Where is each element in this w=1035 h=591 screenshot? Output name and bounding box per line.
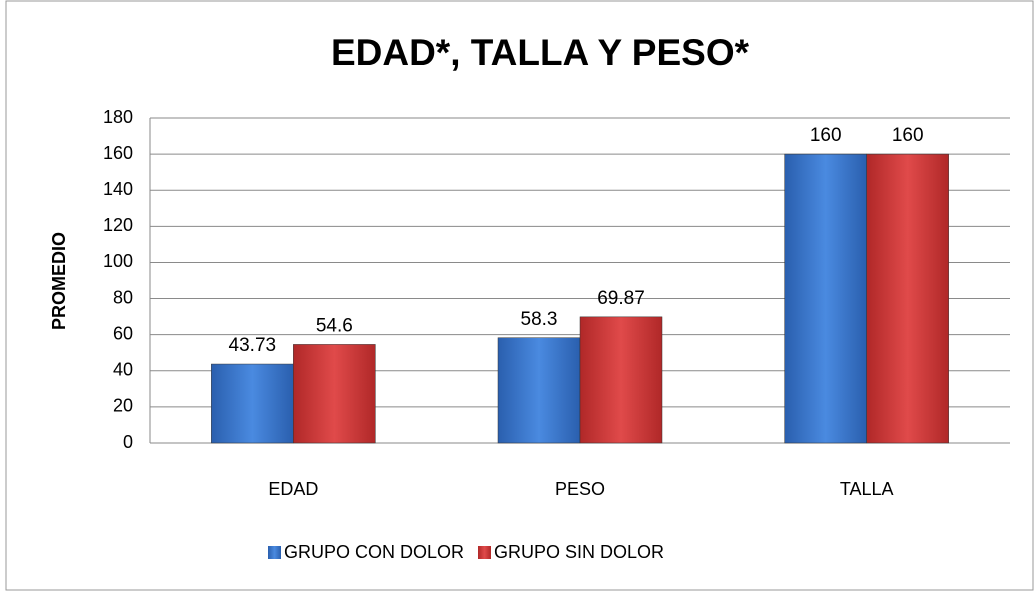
y-tick-label: 20	[113, 396, 133, 416]
bar	[293, 344, 376, 444]
x-tick-label: EDAD	[268, 479, 318, 499]
legend-label: GRUPO CON DOLOR	[284, 542, 464, 562]
data-label: 58.3	[521, 309, 558, 330]
legend-swatch	[268, 546, 281, 559]
y-tick-label: 120	[103, 215, 133, 235]
y-tick-label: 80	[113, 287, 133, 307]
data-label: 54.6	[316, 315, 353, 336]
y-tick-label: 60	[113, 323, 133, 343]
legend-swatch	[478, 546, 491, 559]
data-label: 69.87	[597, 288, 645, 309]
x-tick-label: PESO	[555, 479, 605, 499]
y-tick-label: 100	[103, 251, 133, 271]
data-label: 160	[892, 125, 924, 146]
y-tick-label: 160	[103, 143, 133, 163]
legend-label: GRUPO SIN DOLOR	[494, 542, 664, 562]
chart-title: EDAD*, TALLA Y PESO*	[331, 32, 750, 73]
y-tick-label: 180	[103, 107, 133, 127]
bar	[211, 363, 294, 444]
x-tick-label: TALLA	[840, 479, 894, 499]
data-label: 160	[810, 125, 842, 146]
y-tick-label: 140	[103, 179, 133, 199]
bar	[784, 153, 867, 444]
bar	[497, 337, 581, 444]
y-axis-label: PROMEDIO	[49, 232, 69, 330]
data-label: 43.73	[229, 335, 277, 356]
bar	[579, 316, 663, 444]
y-tick-label: 0	[123, 432, 133, 452]
y-tick-label: 40	[113, 360, 133, 380]
bar	[866, 153, 949, 444]
